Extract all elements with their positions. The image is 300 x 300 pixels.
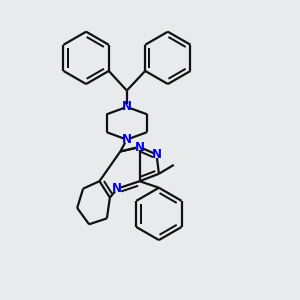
FancyBboxPatch shape — [136, 144, 143, 150]
Text: N: N — [122, 133, 132, 146]
Text: N: N — [122, 100, 132, 113]
Text: N: N — [135, 140, 145, 154]
Text: N: N — [152, 148, 161, 161]
FancyBboxPatch shape — [153, 151, 160, 158]
Text: N: N — [112, 182, 122, 195]
FancyBboxPatch shape — [124, 136, 130, 143]
FancyBboxPatch shape — [114, 185, 121, 192]
FancyBboxPatch shape — [124, 103, 130, 110]
